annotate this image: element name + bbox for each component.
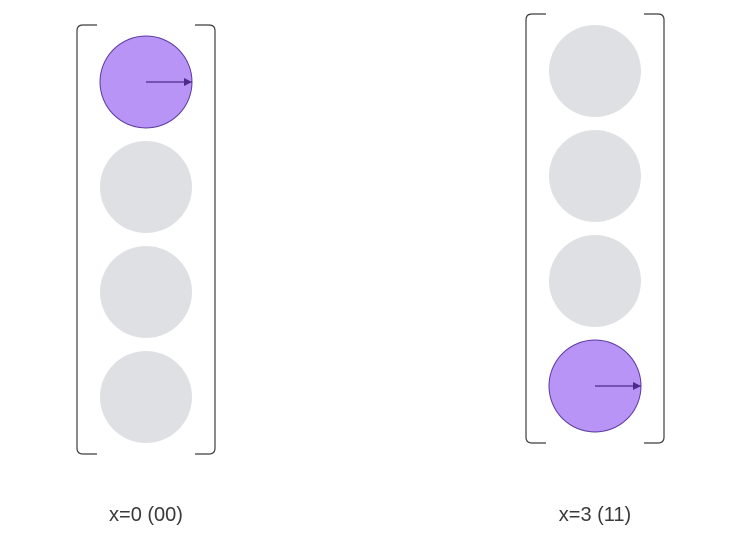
right-bracket [644,13,665,444]
arrowhead-icon [184,78,192,86]
arrowhead-icon [633,382,641,390]
inactive-state-circle [549,130,641,222]
left-bracket [525,13,546,444]
inactive-state-circle [549,25,641,117]
left-bracket [76,24,97,455]
state-vector-x3 [525,13,665,444]
inactive-state-circle [100,246,192,338]
caption-x0: x=0 (00) [109,504,183,526]
inactive-state-circle [100,351,192,443]
inactive-state-circle [549,235,641,327]
right-bracket [195,24,216,455]
state-vector-x0 [76,24,216,455]
inactive-state-circle [100,141,192,233]
caption-x3: x=3 (11) [559,504,631,526]
